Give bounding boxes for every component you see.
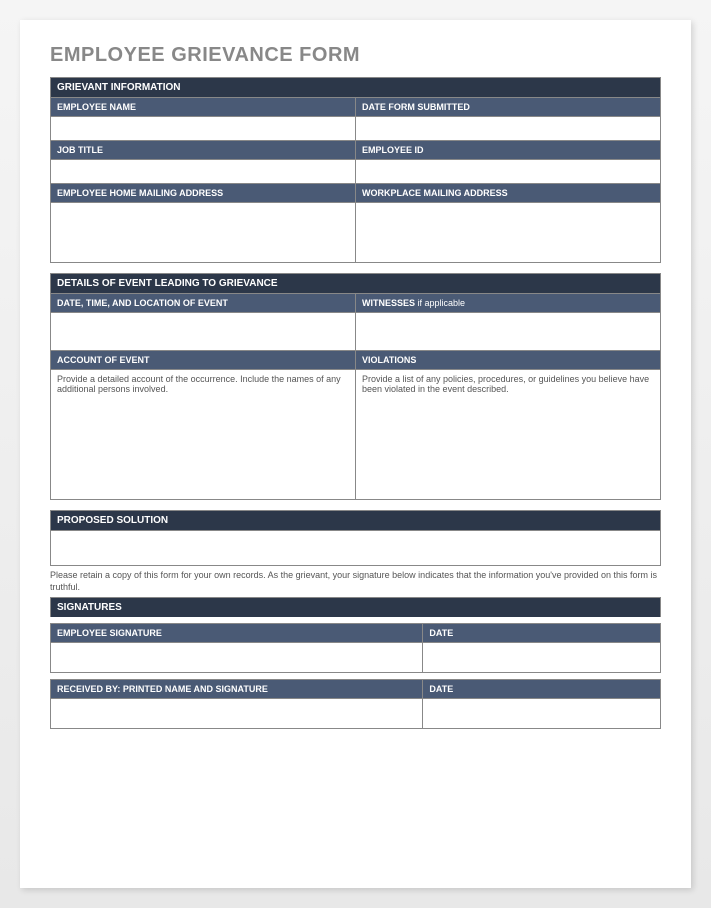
label-received-by: RECEIVED BY: PRINTED NAME AND SIGNATURE bbox=[50, 679, 423, 699]
input-employee-name[interactable] bbox=[50, 117, 356, 141]
input-received-by[interactable] bbox=[50, 699, 423, 729]
input-solution[interactable] bbox=[50, 530, 661, 566]
label-home-address: EMPLOYEE HOME MAILING ADDRESS bbox=[50, 184, 356, 203]
label-employee-id: EMPLOYEE ID bbox=[356, 141, 661, 160]
label-witnesses: WITNESSES if applicable bbox=[356, 293, 661, 313]
input-date-submitted[interactable] bbox=[356, 117, 661, 141]
label-received-date: DATE bbox=[423, 679, 661, 699]
input-account[interactable]: Provide a detailed account of the occurr… bbox=[50, 370, 356, 500]
label-employee-signature: EMPLOYEE SIGNATURE bbox=[50, 623, 423, 643]
input-witnesses[interactable] bbox=[356, 313, 661, 351]
section-grievant-header: GRIEVANT INFORMATION bbox=[50, 77, 661, 97]
input-date-time-location[interactable] bbox=[50, 313, 356, 351]
label-witnesses-text: WITNESSES bbox=[362, 298, 415, 308]
section-signatures-header: SIGNATURES bbox=[50, 597, 661, 617]
input-received-date[interactable] bbox=[423, 699, 661, 729]
input-job-title[interactable] bbox=[50, 160, 356, 184]
input-signature-date[interactable] bbox=[423, 643, 661, 673]
section-details-header: DETAILS OF EVENT LEADING TO GRIEVANCE bbox=[50, 273, 661, 293]
section-solution-header: PROPOSED SOLUTION bbox=[50, 510, 661, 530]
label-workplace-address: WORKPLACE MAILING ADDRESS bbox=[356, 184, 661, 203]
label-signature-date: DATE bbox=[423, 623, 661, 643]
label-job-title: JOB TITLE bbox=[50, 141, 356, 160]
label-witnesses-suffix: if applicable bbox=[415, 298, 465, 308]
input-violations[interactable]: Provide a list of any policies, procedur… bbox=[356, 370, 661, 500]
hint-account: Provide a detailed account of the occurr… bbox=[57, 374, 341, 394]
label-account: ACCOUNT OF EVENT bbox=[50, 351, 356, 370]
input-employee-signature[interactable] bbox=[50, 643, 423, 673]
input-home-address[interactable] bbox=[50, 203, 356, 263]
label-employee-name: EMPLOYEE NAME bbox=[50, 97, 356, 117]
disclaimer-text: Please retain a copy of this form for yo… bbox=[50, 566, 661, 597]
input-employee-id[interactable] bbox=[356, 160, 661, 184]
form-page: EMPLOYEE GRIEVANCE FORM GRIEVANT INFORMA… bbox=[20, 20, 691, 888]
input-workplace-address[interactable] bbox=[356, 203, 661, 263]
hint-violations: Provide a list of any policies, procedur… bbox=[362, 374, 649, 394]
label-date-submitted: DATE FORM SUBMITTED bbox=[356, 97, 661, 117]
label-violations: VIOLATIONS bbox=[356, 351, 661, 370]
form-title: EMPLOYEE GRIEVANCE FORM bbox=[50, 44, 661, 67]
label-date-time-location: DATE, TIME, AND LOCATION OF EVENT bbox=[50, 293, 356, 313]
